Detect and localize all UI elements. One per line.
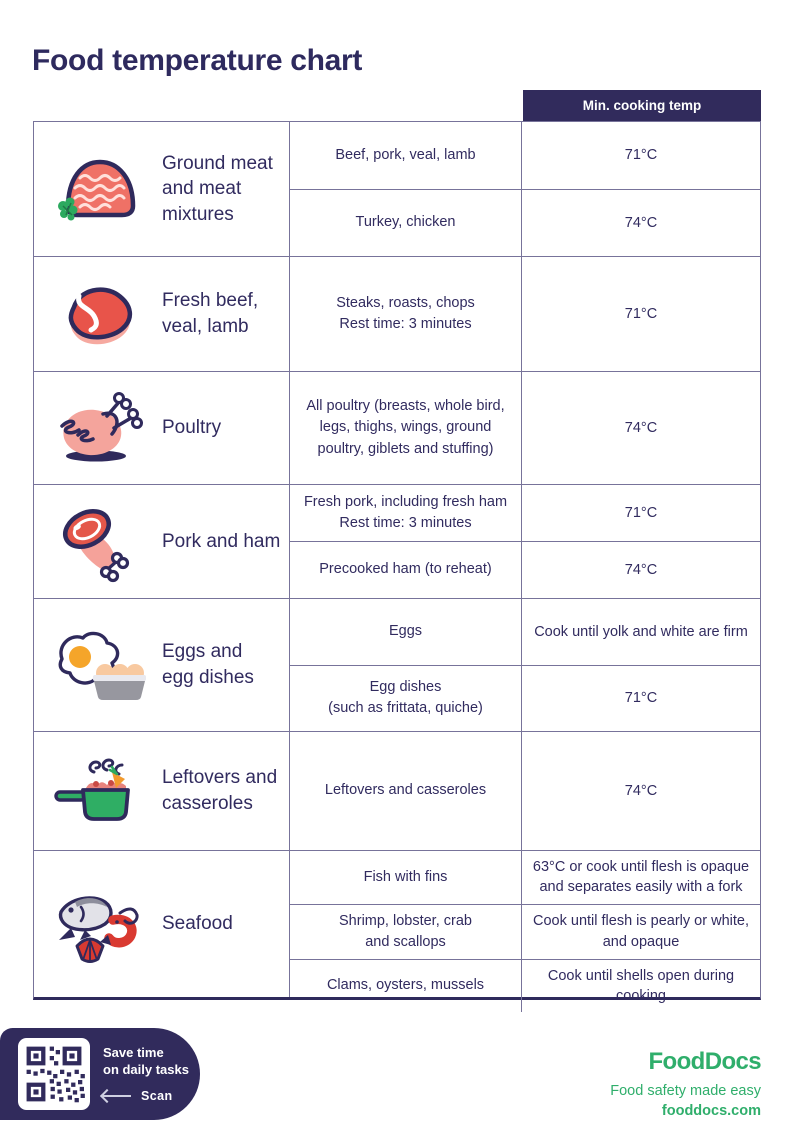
food-cell: Eggs [290,599,522,665]
temp-cell: 71°C [624,147,658,164]
sub-rows: All poultry (breasts, whole bird, legs, … [290,372,760,484]
brand-website[interactable]: fooddocs.com [661,1103,761,1119]
category-cell: Leftovers and casseroles [34,732,290,850]
category-cell: Pork and ham [34,485,290,598]
steak-icon [48,274,152,354]
scan-row: Scan [103,1089,189,1103]
save-time-line1: Save time [103,1045,164,1061]
table-row: Leftovers and casseroles 74°C [290,732,760,850]
table-row: Precooked ham (to reheat) 74°C [290,542,760,598]
qr-code-icon [18,1038,90,1110]
scan-arrow-icon [103,1094,131,1097]
brand-logo: FoodDocs [648,1048,761,1075]
sub-rows: Leftovers and casseroles 74°C [290,732,760,850]
food-cell: Steaks, roasts, chops Rest time: 3 minut… [290,257,522,371]
category-label: Pork and ham [162,530,281,552]
food-cell: Clams, oysters, mussels [290,959,522,1013]
category-label: Fresh beef, veal, lamb [162,290,259,337]
category-cell: Seafood [34,851,290,997]
seafood-icon [48,882,152,966]
food-cell: All poultry (breasts, whole bird, legs, … [290,372,522,484]
poultry-icon [48,388,152,468]
food-cell: Leftovers and casseroles [290,732,522,850]
temp-cell: 63°C or cook until flesh is opaque and s… [532,859,750,896]
temp-cell: Cook until flesh is pearly or white, and… [533,913,749,950]
temp-cell: 74°C [624,214,658,231]
eggs-icon [48,625,152,705]
brand-tagline: Food safety made easy [610,1083,761,1099]
table-row: Egg dishes (such as frittata, quiche) 71°… [290,665,760,731]
sub-rows: Steaks, roasts, chops Rest time: 3 minut… [290,257,760,371]
food-cell: Beef, pork, veal, lamb [290,122,522,189]
temp-cell: Cook until yolk and white are firm [534,623,748,640]
temp-cell: 74°C [624,561,658,578]
sub-rows: Beef, pork, veal, lamb 71°C Turkey, chicke… [290,122,760,256]
table-row: Fresh pork, including fresh ham Rest tim… [290,485,760,542]
table-row: Fish with fins 63°C or cook until flesh i… [290,851,760,905]
ham-icon [48,501,152,583]
table-row: Eggs Cook until yolk and white are firm [290,599,760,666]
temp-cell: 71°C [624,690,658,707]
ground-meat-icon [48,150,152,228]
table-row: Shrimp, lobster, crab and scallops Cook u… [290,904,760,960]
table-group-ground-meat: Ground meat and meat mixtures Beef, pork,… [34,122,760,257]
food-cell: Fresh pork, including fresh ham Rest tim… [290,485,522,541]
save-time-line2: on daily tasks [103,1062,189,1077]
food-cell: Egg dishes (such as frittata, quiche) [290,665,522,731]
table-group-steak: Fresh beef, veal, lamb Steaks, roasts, ch… [34,257,760,372]
min-cooking-temp-label: Min. cooking temp [582,98,702,113]
temp-cell: 74°C [624,419,658,436]
table-row: Beef, pork, veal, lamb 71°C [290,122,760,190]
category-cell: Poultry [34,372,290,484]
temp-cell: 74°C [624,782,658,799]
category-label: Poultry [162,417,222,439]
table-row: Turkey, chicken 74°C [290,189,760,256]
table-group-eggs: Eggs and egg dishes Eggs Cook until yolk a… [34,599,760,732]
scan-label: Scan [141,1088,173,1103]
table-group-ham: Pork and ham Fresh pork, including fresh … [34,485,760,599]
temp-cell: 71°C [624,305,658,322]
sub-rows: Eggs Cook until yolk and white are firm Eg… [290,599,760,731]
category-label: Eggs and egg dishes [162,641,254,688]
page-title: Food temperature chart [32,44,363,77]
temp-cell: Cook until shells open during cooking [547,967,735,1004]
food-temp-table: Ground meat and meat mixtures Beef, pork,… [33,121,761,1013]
category-cell: Ground meat and meat mixtures [34,122,290,256]
brand-block: FoodDocs Food safety made easy fooddocs.… [610,1048,761,1119]
food-cell: Precooked ham (to reheat) [290,542,522,598]
food-cell: Shrimp, lobster, crab and scallops [290,904,522,959]
table-group-seafood: Seafood Fish with fins 63°C or cook until … [34,851,760,1013]
table-row: All poultry (breasts, whole bird, legs, … [290,372,760,484]
table-group-poultry: Poultry All poultry (breasts, whole bird,… [34,372,760,485]
sub-rows: Fish with fins 63°C or cook until flesh i… [290,851,760,1013]
category-label: Leftovers and casseroles [162,767,278,814]
category-cell: Fresh beef, veal, lamb [34,257,290,371]
category-label: Seafood [162,913,233,935]
food-cell: Turkey, chicken [290,189,522,256]
scan-blob: Save time on daily tasks Scan [0,1028,200,1120]
category-cell: Eggs and egg dishes [34,599,290,731]
category-label: Ground meat and meat mixtures [162,152,273,225]
min-cooking-temp-header: Min. cooking temp [523,90,761,121]
temp-cell: 71°C [624,504,658,521]
food-cell: Fish with fins [290,851,522,904]
table-group-pot: Leftovers and casseroles Leftovers and ca… [34,732,760,851]
pot-icon [48,750,152,832]
table-row: Steaks, roasts, chops Rest time: 3 minut… [290,257,760,371]
table-row: Clams, oysters, mussels Cook until shells… [290,959,760,1013]
sub-rows: Fresh pork, including fresh ham Rest tim… [290,485,760,598]
